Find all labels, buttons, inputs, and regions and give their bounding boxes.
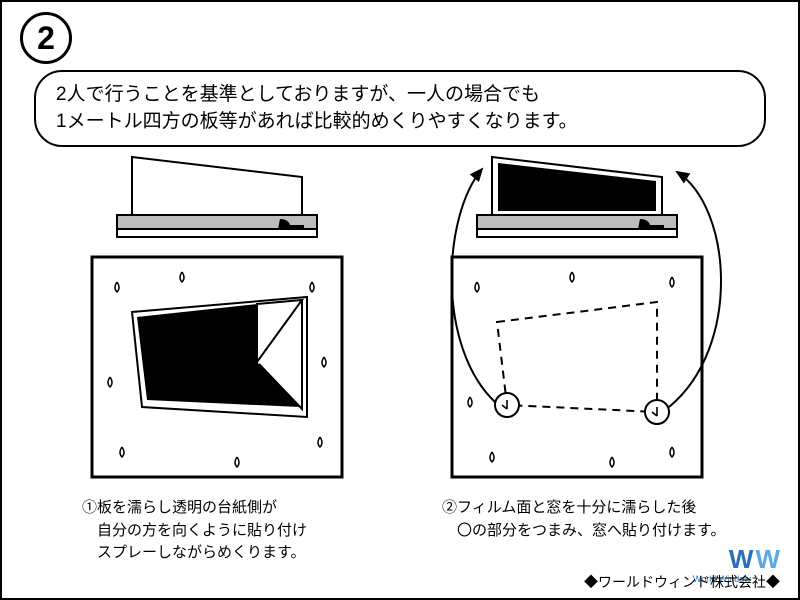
step-number-badge: 2 <box>20 12 72 64</box>
diagram-right <box>422 147 762 497</box>
tip-line-2: 1メートル四方の板等があれば比較的めくりやすくなります。 <box>56 109 744 136</box>
panel-left <box>62 147 392 487</box>
tip-line-1: 2人で行うことを基準としておりますが、一人の場合でも <box>56 82 744 109</box>
logo-icon: WW World Window <box>729 546 780 572</box>
caption-left: ①板を濡らし透明の台紙側が 自分の方を向くように貼り付け スプレーしながらめくり… <box>82 497 412 565</box>
page: 2 2人で行うことを基準としておりますが、一人の場合でも 1メートル四方の板等が… <box>0 0 800 600</box>
panel-right <box>422 147 752 497</box>
logo-w1: W <box>729 546 754 572</box>
tip-box: 2人で行うことを基準としておりますが、一人の場合でも 1メートル四方の板等があれ… <box>34 70 766 147</box>
board-icon <box>452 257 702 477</box>
logo-w2: W <box>755 546 780 572</box>
car-window-filled-icon <box>477 157 677 237</box>
diagram-left <box>62 147 392 487</box>
caption-right: ②フィルム面と窓を十分に濡らした後 〇の部分をつまみ、窓へ貼り付けます。 <box>442 497 772 542</box>
step-number: 2 <box>37 20 55 57</box>
footer-text: ◆ワールドウィンド株式会社◆ <box>584 572 780 592</box>
car-window-icon <box>117 157 317 237</box>
